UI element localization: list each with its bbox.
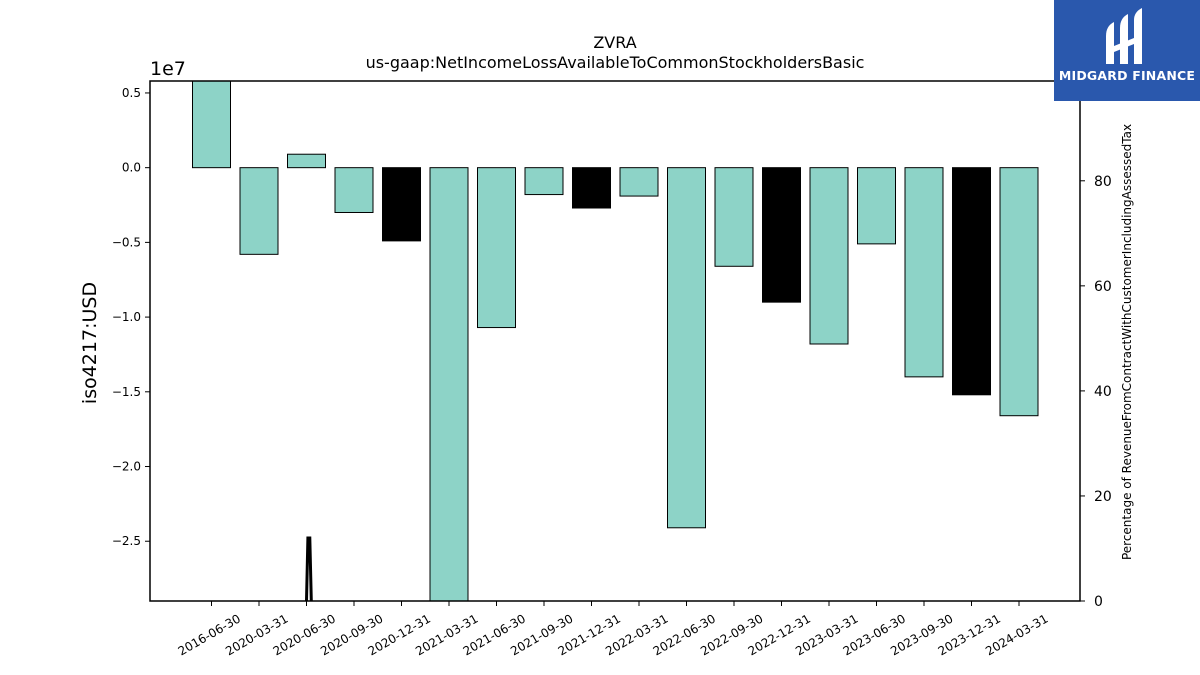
bar-2020-09-30 <box>334 167 374 213</box>
bar-2021-12-31 <box>572 167 611 209</box>
plot-frame <box>149 80 1081 602</box>
y-tick-label: −0.5 <box>112 235 141 249</box>
bar-2023-03-31 <box>809 167 849 345</box>
bar-2022-09-30 <box>714 167 754 267</box>
y-axis-label: iso4217:USD <box>79 282 101 404</box>
bar-2022-03-31 <box>619 167 659 197</box>
y-tick-label: −2.0 <box>112 460 141 474</box>
y-tick-label: −1.0 <box>112 310 141 324</box>
y-tick-label: 0.5 <box>122 86 141 100</box>
logo-text: MIDGARD FINANCE <box>1058 68 1196 83</box>
y2-tick-label: 20 <box>1094 489 1112 505</box>
brand-logo: MIDGARD FINANCE <box>1054 0 1200 101</box>
bar-2021-03-31 <box>429 167 469 602</box>
bar-2020-06-30 <box>287 153 326 169</box>
bar-2016-06-30 <box>192 80 231 169</box>
bar-2020-03-31 <box>239 167 279 255</box>
bar-2021-06-30 <box>477 167 516 329</box>
bar-2023-12-31 <box>952 167 991 396</box>
bar-2021-09-30 <box>524 167 564 196</box>
y-tick-label: 0.0 <box>122 161 141 175</box>
bar-2023-06-30 <box>857 167 896 245</box>
bar-2024-03-31 <box>999 167 1039 417</box>
y2-axis-label: Percentage of RevenueFromContractWithCus… <box>1120 124 1134 560</box>
y2-tick-label: 60 <box>1094 279 1112 295</box>
bars-group <box>192 80 1039 602</box>
bar-2022-06-30 <box>667 167 706 529</box>
y2-tick-label: 40 <box>1094 384 1112 400</box>
y-offset-label: 1e7 <box>150 58 186 80</box>
y-tick-label: −2.5 <box>112 534 141 548</box>
line-series-group <box>305 536 313 602</box>
bar-2020-12-31 <box>382 167 421 242</box>
chart-subtitle: us-gaap:NetIncomeLossAvailableToCommonSt… <box>366 53 865 72</box>
logo-mark-icon <box>1106 8 1142 64</box>
chart-title: ZVRA <box>593 33 636 52</box>
bar-2022-12-31 <box>762 167 801 303</box>
bar-2023-09-30 <box>904 167 944 378</box>
y2-tick-label: 80 <box>1094 174 1112 190</box>
y-tick-label: −1.5 <box>112 385 141 399</box>
line-series <box>305 536 313 602</box>
y2-tick-label: 0 <box>1094 594 1103 610</box>
